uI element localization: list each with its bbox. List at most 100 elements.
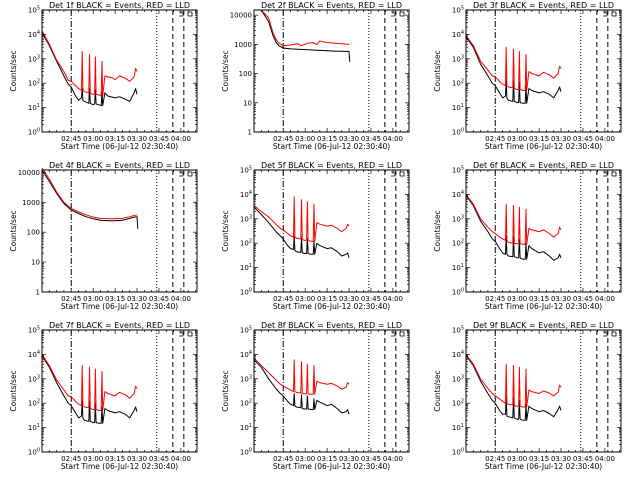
x-tick-label: 03:30 — [127, 295, 147, 303]
plot-frame — [253, 169, 410, 293]
detector-plot-2: 1 10 100 1000 10000 02:45 03:00 03:15 03:30 03:45… — [221, 1, 410, 151]
series-events — [465, 195, 562, 261]
x-tick-label: 03:00 — [295, 135, 315, 143]
y-axis-label: Counts/sec — [221, 50, 230, 91]
x-tick-label: 03:30 — [339, 455, 359, 463]
series-lld — [253, 357, 350, 395]
y-tick-label: 101 — [240, 423, 252, 432]
y-tick-label: 103 — [28, 374, 40, 383]
series-events — [254, 9, 351, 62]
y-tick-label: 1 — [36, 289, 40, 297]
y-tick-label: 104 — [452, 190, 464, 199]
plot-frame — [41, 169, 198, 293]
y-tick-label: 1000 — [234, 41, 252, 49]
y-tick-label: 104 — [452, 30, 464, 39]
series-events — [253, 359, 350, 415]
detector-plot-3: 100 101 102 103 104 105 02:45 03:00 03:15 03:30 03… — [433, 1, 622, 151]
series-events — [253, 206, 350, 259]
y-tick-label: 100 — [452, 448, 464, 457]
y-axis-label: Counts/sec — [433, 370, 442, 411]
x-tick-label: 03:15 — [105, 295, 125, 303]
y-axis-label: Counts/sec — [433, 210, 442, 251]
x-tick-label: 03:30 — [551, 455, 571, 463]
x-tick-label: 04:00 — [595, 295, 615, 303]
plot-title: Det 3f BLACK = Events, RED = LLD — [473, 1, 614, 10]
x-tick-label: 03:15 — [317, 295, 337, 303]
plot-title: Det 4f BLACK = Events, RED = LLD — [49, 161, 190, 170]
x-axis-label: Start Time (06-Jul-12 02:30:40) — [61, 302, 178, 311]
x-tick-label: 03:00 — [83, 455, 103, 463]
y-tick-label: 101 — [240, 263, 252, 272]
y-tick-label: 105 — [240, 326, 252, 335]
plot-frame — [465, 329, 622, 453]
y-tick-label: 101 — [452, 423, 464, 432]
x-tick-label: 03:00 — [507, 455, 527, 463]
plot-frame — [253, 9, 410, 133]
x-axis-label: Start Time (06-Jul-12 02:30:40) — [485, 302, 602, 311]
y-tick-label: 100 — [27, 229, 40, 237]
x-tick-label: 02:45 — [485, 135, 505, 143]
x-tick-label: 02:45 — [61, 455, 81, 463]
plot-title: Det 1f BLACK = Events, RED = LLD — [49, 1, 190, 10]
series-events — [41, 355, 138, 424]
y-tick-label: 102 — [452, 239, 464, 248]
series-events — [465, 36, 562, 104]
y-tick-label: 100 — [28, 448, 40, 457]
x-tick-label: 03:15 — [105, 455, 125, 463]
y-tick-label: 105 — [452, 326, 464, 335]
legend-mark-lld — [187, 11, 193, 17]
x-axis-label: Start Time (06-Jul-12 02:30:40) — [273, 302, 390, 311]
series-lld — [41, 354, 138, 411]
y-tick-label: 100 — [28, 128, 40, 137]
y-tick-label: 104 — [240, 350, 252, 359]
x-tick-label: 03:00 — [83, 295, 103, 303]
x-tick-label: 03:15 — [317, 135, 337, 143]
x-tick-label: 03:45 — [573, 295, 593, 303]
detector-plot-9: 100 101 102 103 104 105 02:45 03:00 03:15 03:30 03… — [433, 321, 622, 471]
x-tick-label: 02:45 — [485, 295, 505, 303]
x-tick-label: 04:00 — [383, 295, 403, 303]
plot-title: Det 9f BLACK = Events, RED = LLD — [473, 321, 614, 330]
x-tick-label: 04:00 — [383, 455, 403, 463]
x-tick-label: 03:00 — [295, 455, 315, 463]
plot-frame — [465, 9, 622, 133]
detector-plot-4: 1 10 100 1000 10000 02:45 03:00 03:15 03:30 03:45… — [9, 161, 198, 311]
y-axis-label: Counts/sec — [9, 370, 18, 411]
y-tick-label: 101 — [28, 423, 40, 432]
y-tick-label: 1000 — [22, 199, 40, 207]
x-tick-label: 03:45 — [573, 135, 593, 143]
y-tick-label: 103 — [452, 54, 464, 63]
legend-mark-lld — [611, 11, 617, 17]
y-tick-label: 102 — [28, 399, 40, 408]
plot-title: Det 5f BLACK = Events, RED = LLD — [261, 161, 402, 170]
y-axis-label: Counts/sec — [221, 210, 230, 251]
series-lld — [41, 167, 138, 220]
y-axis-label: Counts/sec — [9, 50, 18, 91]
y-tick-label: 105 — [452, 166, 464, 175]
x-tick-label: 03:45 — [573, 455, 593, 463]
plot-frame — [41, 329, 198, 453]
x-tick-label: 03:45 — [149, 455, 169, 463]
legend-mark-lld — [399, 331, 405, 337]
x-tick-label: 04:00 — [595, 455, 615, 463]
legend-mark-lld — [399, 11, 405, 17]
x-tick-label: 03:45 — [149, 135, 169, 143]
x-tick-label: 03:00 — [507, 295, 527, 303]
y-tick-label: 103 — [452, 214, 464, 223]
x-tick-label: 03:45 — [149, 295, 169, 303]
x-tick-label: 03:15 — [105, 135, 125, 143]
series-lld — [465, 354, 562, 408]
x-tick-label: 03:30 — [127, 455, 147, 463]
plot-title: Det 7f BLACK = Events, RED = LLD — [49, 321, 190, 330]
detector-plot-7: 100 101 102 103 104 105 02:45 03:00 03:15 03:30 03… — [9, 321, 198, 471]
x-tick-label: 02:45 — [273, 295, 293, 303]
x-axis-label: Start Time (06-Jul-12 02:30:40) — [273, 462, 390, 471]
plot-title: Det 8f BLACK = Events, RED = LLD — [261, 321, 402, 330]
y-tick-label: 10000 — [18, 169, 40, 177]
y-tick-label: 102 — [452, 79, 464, 88]
x-tick-label: 03:30 — [339, 135, 359, 143]
detector-plot-6: 100 101 102 103 104 105 02:45 03:00 03:15 03:30 03… — [433, 161, 622, 311]
x-tick-label: 04:00 — [383, 135, 403, 143]
y-tick-label: 102 — [240, 239, 252, 248]
